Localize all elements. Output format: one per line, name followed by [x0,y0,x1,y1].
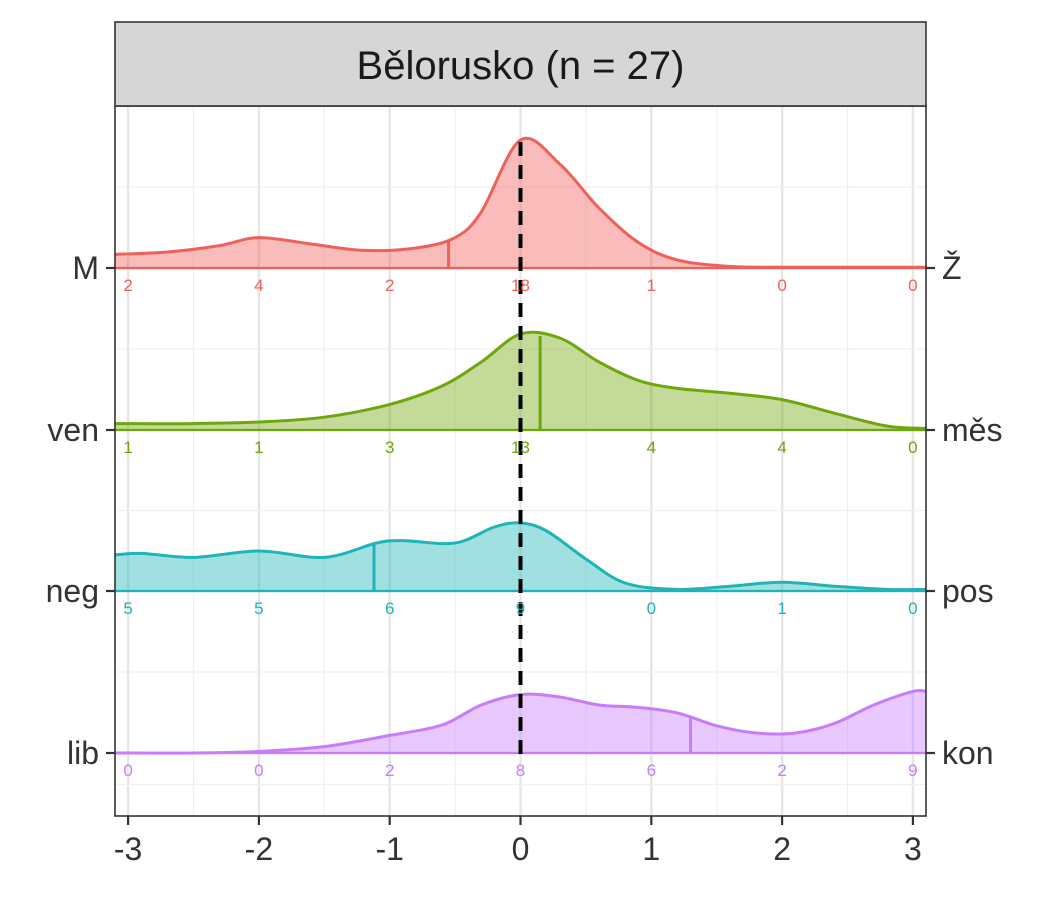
count-label-ven: 3 [385,438,394,457]
count-label-neg: 5 [123,599,132,618]
count-label-lib: 0 [254,761,263,780]
count-label-neg: 6 [385,599,394,618]
density-line-ven [114,330,927,430]
y-tick-label-left-ven: ven [47,412,99,448]
density-line-m [114,136,926,269]
x-tick-label: 3 [904,831,922,867]
count-label-lib: 6 [647,761,656,780]
count-label-neg: 0 [647,599,656,618]
y-tick-label-right-lib: kon [942,735,994,771]
facet-strip-title: Bělorusko (n = 27) [357,44,685,88]
count-label-m: 0 [908,276,917,295]
count-label-m: 2 [385,276,394,295]
y-tick-label-right-ven: měs [942,412,1002,448]
count-label-neg: 0 [908,599,917,618]
y-tick-label-left-m: M [72,250,99,286]
x-tick-label: 2 [773,831,791,867]
count-label-ven: 4 [777,438,786,457]
density-area-m [115,138,926,268]
x-tick-label: 1 [642,831,660,867]
count-label-lib: 0 [123,761,132,780]
count-label-lib: 2 [385,761,394,780]
count-label-ven: 4 [647,438,656,457]
y-tick-label-left-neg: neg [46,573,99,609]
density-line-lib [114,688,927,755]
count-label-neg: 5 [254,599,263,618]
count-label-m: 0 [777,276,786,295]
count-label-lib: 8 [516,761,525,780]
count-label-neg: 9 [516,599,525,618]
count-label-m: 4 [254,276,263,295]
count-label-m: 18 [511,276,530,295]
count-label-lib: 9 [908,761,917,780]
count-label-m: 2 [123,276,132,295]
x-tick-label: -3 [114,831,142,867]
count-label-lib: 2 [777,761,786,780]
x-tick-label: -1 [375,831,403,867]
x-tick-label: 0 [512,831,530,867]
y-tick-label-right-m: Ž [942,250,962,286]
count-label-ven: 1 [254,438,263,457]
count-label-neg: 1 [777,599,786,618]
y-tick-label-left-lib: lib [67,735,99,771]
count-label-ven: 13 [511,438,530,457]
facet-strip [114,21,927,107]
axes: -3 -2 -1 0 1 2 3 lib kon neg pos ven měs M Ž [46,250,1003,867]
x-tick-label: -2 [245,831,273,867]
count-label-ven: 1 [123,438,132,457]
count-label-m: 1 [647,276,656,295]
count-label-ven: 0 [908,438,917,457]
y-tick-label-right-neg: pos [942,573,994,609]
count-labels: 0 0 2 8 6 2 95 5 6 9 0 1 01 1 3 13 4 4 02 4 2 18 1 0 0 [123,276,917,780]
